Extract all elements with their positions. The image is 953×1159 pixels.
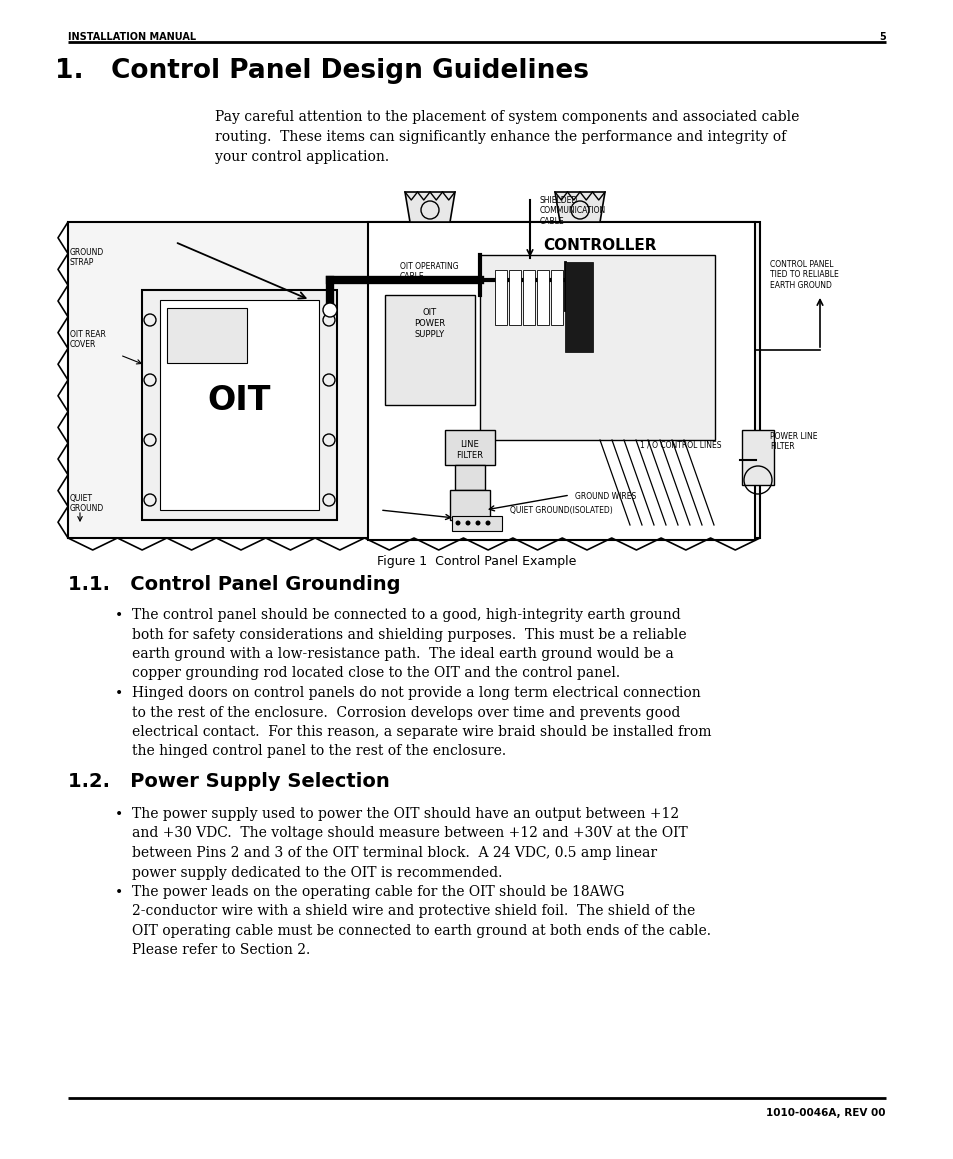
Text: OIT
POWER
SUPPLY: OIT POWER SUPPLY [414,308,445,340]
FancyBboxPatch shape [444,430,495,465]
Text: The power leads on the operating cable for the OIT should be 18AWG
2-conductor w: The power leads on the operating cable f… [132,885,710,957]
FancyBboxPatch shape [450,490,490,520]
Circle shape [475,520,480,525]
Circle shape [323,302,336,318]
Text: 1.1.   Control Panel Grounding: 1.1. Control Panel Grounding [68,575,400,595]
FancyBboxPatch shape [385,296,475,404]
Text: QUIET GROUND(ISOLATED): QUIET GROUND(ISOLATED) [510,506,612,515]
Text: 1.   Control Panel Design Guidelines: 1. Control Panel Design Guidelines [55,58,588,83]
Circle shape [485,520,490,525]
Text: The control panel should be connected to a good, high-integrity earth ground
bot: The control panel should be connected to… [132,608,686,680]
FancyBboxPatch shape [522,270,535,325]
Text: 1 / O CONTROL LINES: 1 / O CONTROL LINES [639,440,720,449]
Circle shape [455,520,460,525]
Text: •: • [115,608,123,622]
Text: INSTALLATION MANUAL: INSTALLATION MANUAL [68,32,196,42]
Text: 1010-0046A, REV 00: 1010-0046A, REV 00 [765,1108,885,1118]
FancyBboxPatch shape [741,430,773,484]
Polygon shape [555,192,604,223]
Circle shape [465,520,470,525]
FancyBboxPatch shape [509,270,520,325]
Text: OIT REAR
COVER: OIT REAR COVER [70,330,106,349]
Text: 5: 5 [879,32,885,42]
Text: •: • [115,885,123,899]
FancyBboxPatch shape [160,300,318,510]
Text: The power supply used to power the OIT should have an output between +12
and +30: The power supply used to power the OIT s… [132,807,687,880]
Text: CONTROLLER: CONTROLLER [542,238,656,253]
Text: Pay careful attention to the placement of system components and associated cable: Pay careful attention to the placement o… [214,110,799,165]
Text: GROUND WIRES: GROUND WIRES [575,493,636,501]
Text: Hinged doors on control panels do not provide a long term electrical connection
: Hinged doors on control panels do not pr… [132,686,711,758]
Text: Figure 1  Control Panel Example: Figure 1 Control Panel Example [377,555,576,568]
Text: SHIELDED
COMMUNICATION
CABLE: SHIELDED COMMUNICATION CABLE [539,196,605,226]
Text: CONTROL PANEL
TIED TO RELIABLE
EARTH GROUND: CONTROL PANEL TIED TO RELIABLE EARTH GRO… [769,260,838,290]
FancyBboxPatch shape [495,270,506,325]
Text: 1.2.   Power Supply Selection: 1.2. Power Supply Selection [68,772,390,790]
FancyBboxPatch shape [455,465,484,490]
Text: OIT OPERATING
CABLE: OIT OPERATING CABLE [399,262,458,282]
FancyBboxPatch shape [564,262,593,352]
FancyBboxPatch shape [551,270,562,325]
FancyBboxPatch shape [452,516,501,531]
Text: QUIET
GROUND: QUIET GROUND [70,494,104,513]
Polygon shape [405,192,455,223]
Text: GROUND
STRAP: GROUND STRAP [70,248,104,268]
FancyBboxPatch shape [142,290,336,520]
Text: LINE
FILTER: LINE FILTER [456,440,483,460]
Text: •: • [115,807,123,821]
FancyBboxPatch shape [537,270,548,325]
Polygon shape [68,223,760,538]
FancyBboxPatch shape [167,308,247,363]
Text: POWER LINE
FILTER: POWER LINE FILTER [769,432,817,451]
Text: •: • [115,686,123,700]
FancyBboxPatch shape [368,223,754,540]
Text: OIT: OIT [207,384,271,416]
FancyBboxPatch shape [479,255,714,440]
